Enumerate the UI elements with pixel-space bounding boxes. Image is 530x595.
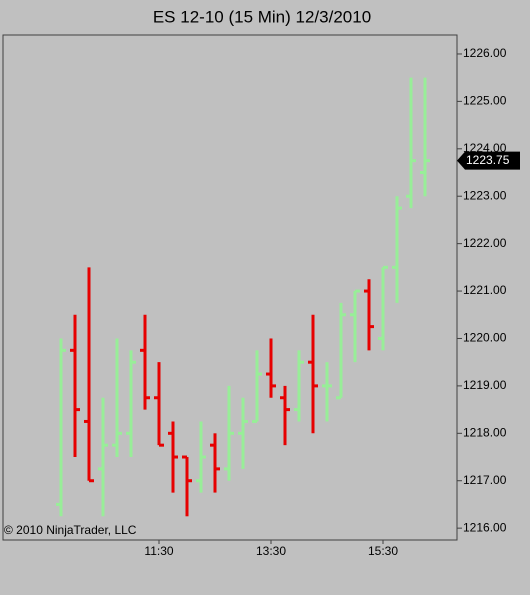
chart-title: ES 12-10 (15 Min) 12/3/2010 [153, 7, 371, 26]
plot-area [2, 34, 458, 541]
y-tick-label: 1218.00 [463, 425, 507, 439]
copyright: © 2010 NinjaTrader, LLC [4, 523, 137, 537]
y-tick-label: 1221.00 [463, 283, 507, 297]
y-tick-label: 1223.00 [463, 188, 507, 202]
last-price-tag [457, 151, 520, 170]
y-tick-label: 1222.00 [463, 236, 507, 250]
x-tick-label: 11:30 [144, 544, 173, 558]
x-tick-label: 15:30 [368, 544, 398, 558]
y-tick-label: 1224.00 [463, 141, 507, 155]
y-tick-label: 1225.00 [463, 94, 507, 108]
y-tick-label: 1217.00 [463, 473, 507, 487]
last-price-label: 1223.75 [466, 153, 510, 167]
y-tick-label: 1219.00 [463, 378, 507, 392]
y-tick-label: 1226.00 [463, 46, 507, 60]
y-tick-label: 1216.00 [463, 520, 507, 534]
x-tick-label: 13:30 [256, 544, 286, 558]
y-tick-label: 1220.00 [463, 331, 507, 345]
